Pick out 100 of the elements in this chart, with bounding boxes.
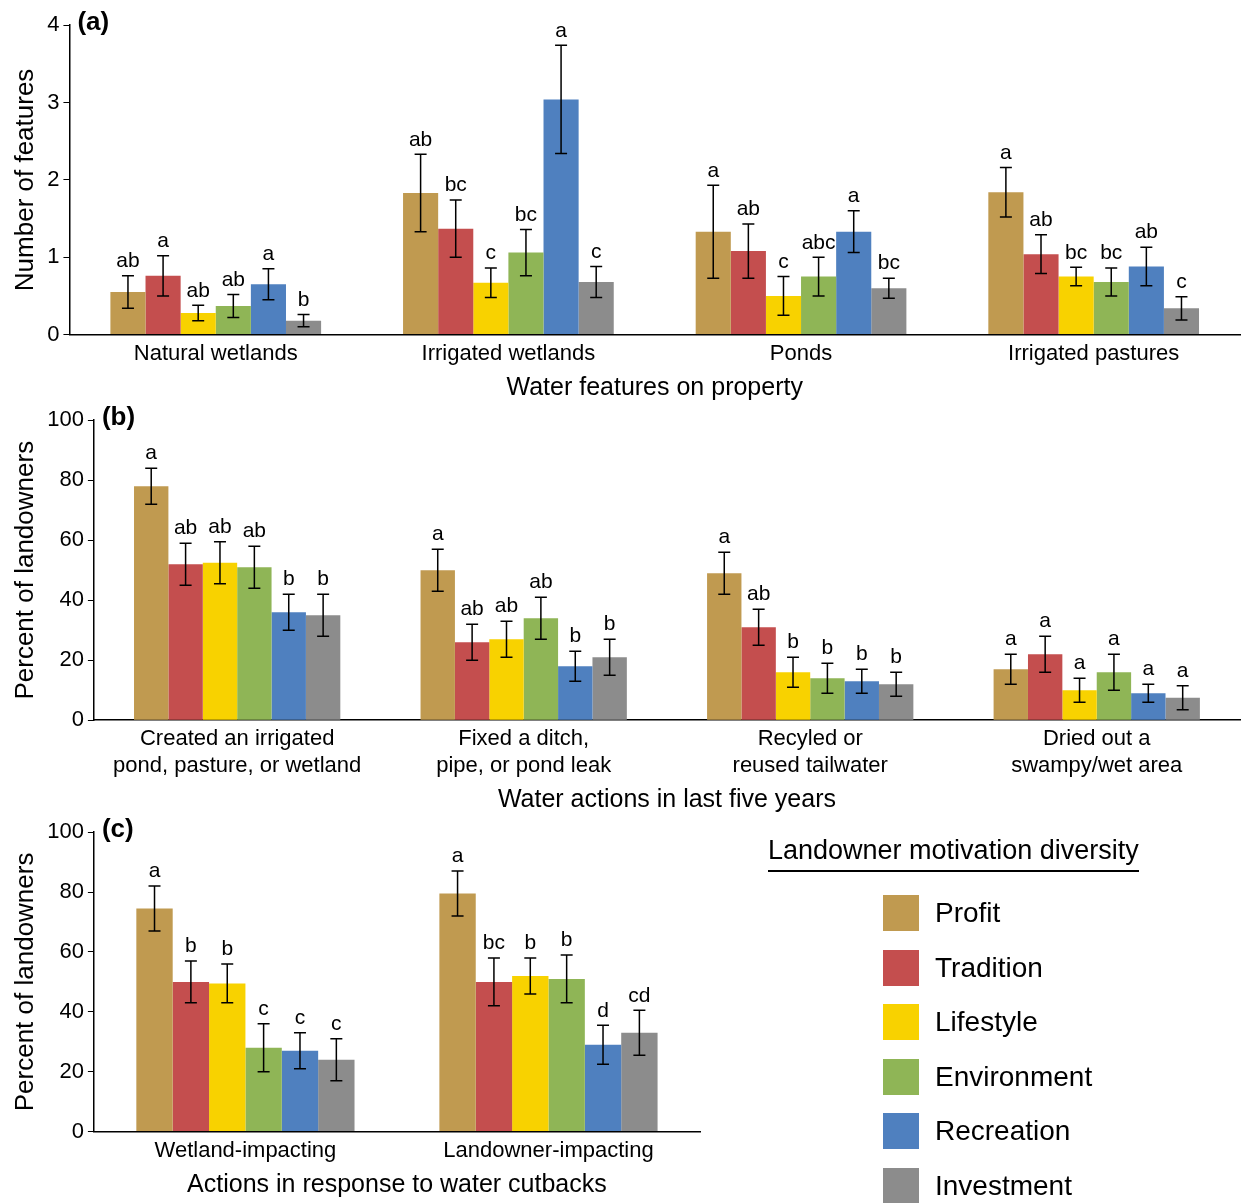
- data-label: b: [317, 566, 329, 590]
- bar: [584, 1044, 622, 1132]
- bar: [543, 99, 579, 335]
- legend-label: Profit: [935, 897, 1001, 930]
- x-axis-title: Water features on property: [506, 371, 804, 400]
- y-tick-label: 0: [47, 320, 60, 346]
- data-label: b: [855, 641, 868, 665]
- data-label: a: [1004, 626, 1017, 650]
- bar: [168, 564, 203, 720]
- y-tick-label: 3: [47, 88, 60, 114]
- data-label: b: [890, 644, 903, 668]
- y-tick-label: 40: [59, 586, 84, 612]
- data-label: a: [1039, 608, 1052, 632]
- data-label: bc: [482, 930, 506, 954]
- bar: [110, 292, 146, 335]
- x-axis-title: Actions in response to water cutbacks: [187, 1168, 607, 1197]
- data-label: ab: [494, 593, 519, 617]
- data-label: c: [294, 1005, 306, 1029]
- chart-title: (c): [101, 813, 134, 844]
- data-label: a: [157, 228, 170, 251]
- chart-title: (a): [77, 6, 110, 37]
- bar: [508, 252, 544, 335]
- y-tick-label: 2: [47, 165, 60, 191]
- bar: [136, 908, 173, 1132]
- bar: [209, 983, 246, 1132]
- y-tick-label: 20: [59, 1057, 84, 1083]
- x-tick-label: Landowner-impacting: [443, 1136, 654, 1162]
- data-label: bc: [1065, 239, 1088, 263]
- bar: [473, 282, 509, 335]
- data-label: a: [1073, 650, 1086, 674]
- y-axis-title: Number of features: [8, 68, 39, 292]
- legend-label: Investment: [935, 1169, 1072, 1202]
- data-label: bc: [877, 250, 900, 274]
- bar: [1023, 254, 1059, 335]
- bar: [403, 193, 439, 335]
- data-label: b: [282, 566, 295, 590]
- data-label: a: [847, 183, 860, 207]
- data-label: c: [485, 240, 497, 264]
- bar: [489, 639, 524, 720]
- y-axis-title: Percent of landowners: [8, 852, 39, 1112]
- data-label: ab: [221, 266, 245, 290]
- data-label: a: [262, 241, 275, 265]
- x-tick-label: Recyled or reused tailwater: [732, 725, 888, 777]
- data-label: a: [707, 157, 720, 181]
- data-label: ab: [1134, 219, 1159, 243]
- x-tick-label: Irrigated pastures: [1008, 339, 1180, 365]
- chart-title: (b): [101, 401, 136, 432]
- data-label: a: [1108, 626, 1121, 650]
- bar: [454, 642, 490, 720]
- data-label: a: [451, 843, 464, 867]
- y-tick-label: 60: [59, 526, 84, 552]
- bar: [775, 672, 811, 720]
- y-axis-title: Percent of landowners: [8, 440, 39, 700]
- bar: [548, 978, 585, 1132]
- data-label: c: [258, 996, 269, 1020]
- data-label: ab: [242, 518, 267, 542]
- data-label: c: [778, 248, 789, 272]
- data-label: b: [560, 927, 573, 951]
- data-label: bc: [1100, 240, 1123, 264]
- bar: [836, 231, 872, 335]
- data-label: b: [569, 623, 582, 647]
- bar: [420, 570, 455, 720]
- legend-label: Recreation: [935, 1115, 1071, 1148]
- y-tick-label: 60: [59, 938, 84, 964]
- bar: [1128, 266, 1164, 335]
- legend-label: Lifestyle: [935, 1006, 1038, 1039]
- y-tick-label: 4: [47, 11, 60, 37]
- data-label: b: [603, 611, 616, 635]
- data-label: a: [148, 858, 161, 882]
- data-label: a: [1000, 139, 1013, 163]
- x-tick-label: Natural wetlands: [133, 339, 298, 365]
- bar: [134, 486, 169, 720]
- bar: [801, 276, 837, 335]
- y-tick-label: 100: [47, 818, 84, 844]
- data-label: ab: [736, 196, 761, 220]
- data-label: abc: [801, 229, 836, 253]
- bar: [871, 288, 907, 335]
- bar: [285, 320, 322, 335]
- bar: [707, 573, 742, 720]
- bar: [271, 612, 306, 720]
- bar: [172, 981, 210, 1132]
- data-label: a: [145, 440, 158, 464]
- data-label: ab: [173, 515, 198, 539]
- y-tick-label: 0: [71, 1117, 84, 1143]
- bar: [558, 666, 593, 720]
- data-label: ab: [746, 581, 771, 605]
- bar: [730, 251, 766, 335]
- bar: [1093, 282, 1129, 335]
- data-label: b: [297, 286, 310, 310]
- data-label: a: [1142, 656, 1155, 680]
- data-label: bc: [514, 201, 538, 225]
- y-tick-label: 80: [59, 466, 84, 492]
- bar: [765, 295, 802, 335]
- y-tick-label: 100: [47, 406, 84, 432]
- bar: [305, 615, 341, 720]
- bar: [1163, 308, 1200, 335]
- data-label: c: [590, 238, 602, 262]
- data-label: cd: [628, 982, 651, 1006]
- data-label: ab: [116, 248, 140, 272]
- y-tick-label: 20: [59, 646, 84, 672]
